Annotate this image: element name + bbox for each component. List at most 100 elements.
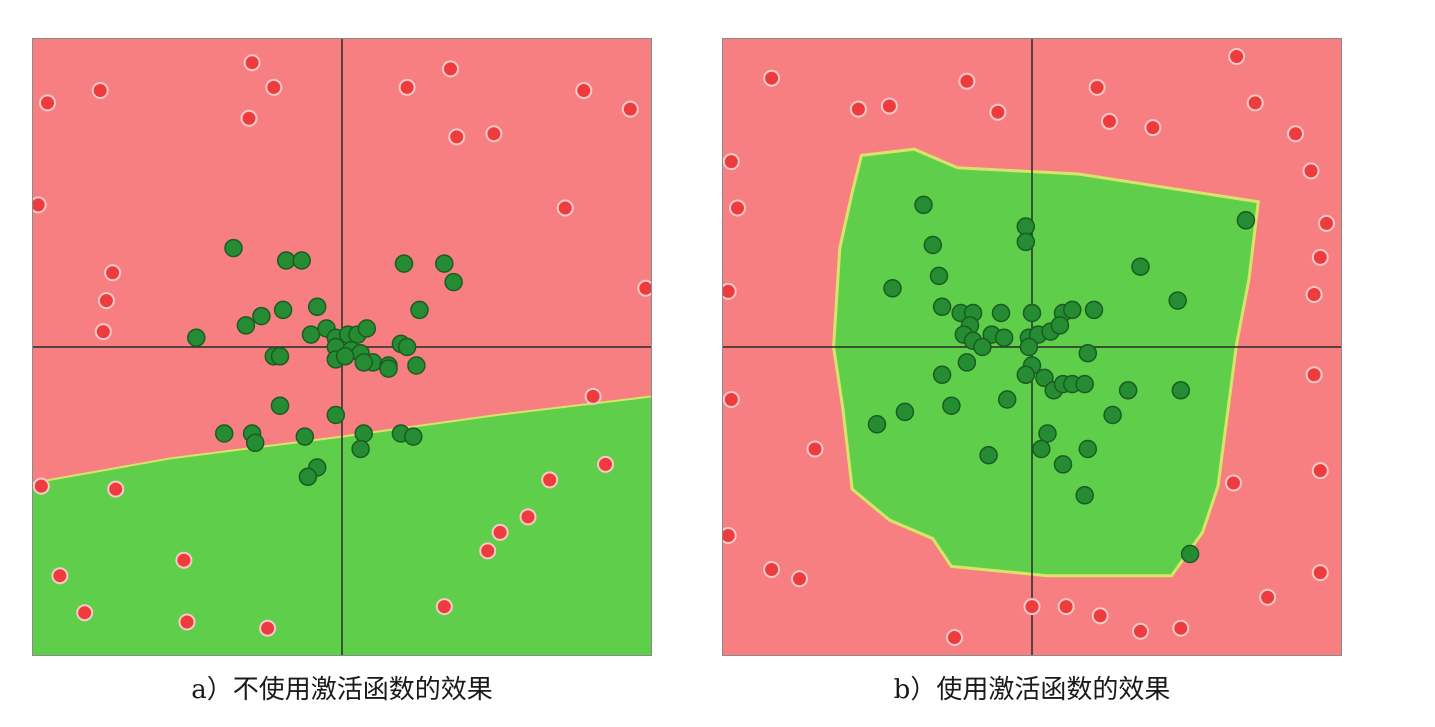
green-data-point-a-31: [379, 359, 398, 378]
green-data-point-a-35: [214, 424, 234, 443]
green-data-point-b-48: [979, 445, 998, 465]
red-data-point-b-33: [1172, 619, 1190, 637]
green-data-point-b-38: [1118, 381, 1138, 400]
green-data-point-a-29: [335, 347, 355, 366]
red-data-point-a-3: [265, 78, 283, 96]
green-data-point-b-44: [867, 415, 887, 434]
red-data-point-b-11: [722, 153, 740, 171]
red-data-point-b-2: [1088, 78, 1106, 96]
green-data-point-b-16: [1084, 300, 1104, 320]
green-data-point-a-4: [273, 300, 293, 320]
green-data-point-a-0: [224, 238, 243, 258]
green-data-point-a-16: [394, 254, 414, 273]
red-data-point-b-14: [1302, 162, 1320, 180]
plot-frame-a: [32, 38, 652, 656]
red-data-point-a-7: [575, 82, 593, 99]
green-data-point-b-42: [942, 396, 961, 415]
red-data-point-b-3: [1228, 48, 1246, 65]
green-data-point-a-23: [407, 356, 426, 375]
red-data-point-a-19: [541, 471, 559, 489]
green-data-point-a-43: [298, 467, 318, 487]
green-data-point-a-19: [410, 300, 429, 320]
green-data-point-b-46: [1032, 439, 1051, 459]
green-data-point-b-15: [1063, 300, 1082, 320]
green-data-point-a-33: [326, 405, 346, 425]
red-data-point-b-10: [1287, 125, 1304, 143]
green-data-point-a-24: [187, 328, 206, 347]
red-data-point-b-26: [1311, 564, 1329, 582]
green-data-point-b-6: [883, 279, 902, 298]
red-data-point-a-29: [259, 619, 277, 637]
red-data-point-b-27: [1259, 588, 1277, 606]
red-data-point-a-1: [91, 82, 109, 99]
green-data-point-b-39: [1171, 381, 1191, 400]
red-data-point-a-2: [39, 94, 56, 112]
red-data-point-a-9: [448, 128, 466, 146]
red-data-point-b-12: [729, 199, 746, 217]
green-data-point-b-45: [1038, 424, 1057, 443]
green-region-b: [832, 147, 1260, 578]
green-data-point-a-17: [435, 254, 454, 273]
green-data-point-b-13: [1022, 303, 1042, 323]
green-data-point-b-41: [895, 402, 915, 422]
red-data-point-a-30: [435, 598, 453, 616]
green-data-point-b-49: [1053, 455, 1073, 474]
red-data-point-b-6: [880, 97, 898, 115]
green-data-point-a-41: [351, 439, 370, 459]
green-data-point-a-21: [397, 337, 417, 357]
red-data-point-b-9: [1144, 119, 1162, 137]
red-data-point-b-24: [763, 561, 781, 578]
green-data-point-a-18: [444, 272, 463, 292]
chart-panel-b: [722, 38, 1342, 656]
red-data-point-b-16: [722, 391, 740, 408]
red-data-point-a-8: [621, 100, 639, 118]
green-data-point-b-51: [1180, 544, 1200, 564]
green-data-point-b-32: [932, 365, 952, 385]
scatter-plot-a: [32, 38, 652, 656]
red-data-point-a-15: [94, 323, 112, 341]
red-data-point-b-23: [722, 527, 737, 544]
red-data-point-b-5: [849, 100, 867, 118]
red-data-point-b-19: [806, 440, 824, 458]
green-data-point-a-2: [292, 251, 311, 270]
green-data-point-b-12: [991, 303, 1011, 323]
green-data-point-b-3: [1236, 211, 1256, 230]
green-data-point-b-47: [1078, 439, 1098, 459]
red-data-point-b-17: [1311, 248, 1329, 266]
green-data-point-a-38: [354, 424, 373, 443]
red-data-point-b-25: [791, 570, 808, 588]
green-data-point-b-40: [997, 390, 1017, 409]
red-data-point-b-1: [958, 72, 976, 90]
red-data-point-b-0: [763, 69, 781, 87]
green-data-point-b-25: [1050, 316, 1070, 335]
green-data-point-b-27: [1019, 337, 1039, 357]
green-data-point-b-26: [973, 337, 992, 357]
red-data-point-a-17: [584, 387, 602, 405]
red-data-point-a-22: [479, 542, 497, 560]
red-data-point-a-28: [178, 613, 196, 631]
red-data-point-a-14: [97, 292, 115, 310]
green-data-point-b-50: [1075, 486, 1094, 505]
red-data-point-a-25: [175, 551, 193, 569]
chart-panel-a: [32, 38, 652, 656]
green-data-point-a-40: [404, 427, 423, 446]
red-data-point-a-4: [240, 109, 258, 127]
red-data-point-b-29: [946, 629, 963, 646]
red-data-point-a-27: [76, 604, 94, 622]
green-data-point-a-5: [307, 297, 327, 317]
green-data-point-a-30: [354, 353, 373, 372]
green-data-point-a-32: [270, 396, 290, 415]
red-data-point-a-0: [243, 54, 261, 72]
green-data-point-b-4: [923, 235, 943, 255]
red-data-point-b-4: [1246, 94, 1264, 112]
green-data-point-b-30: [1016, 365, 1036, 385]
green-data-point-a-36: [245, 433, 265, 453]
green-data-point-b-33: [1035, 368, 1054, 388]
red-data-point-b-30: [1023, 598, 1041, 616]
green-data-point-b-28: [1078, 343, 1098, 363]
green-data-point-b-8: [1168, 291, 1187, 310]
green-data-point-b-1: [1016, 217, 1036, 236]
red-data-point-a-21: [491, 523, 509, 541]
red-data-point-a-5: [398, 78, 416, 96]
red-data-point-a-24: [107, 480, 125, 498]
